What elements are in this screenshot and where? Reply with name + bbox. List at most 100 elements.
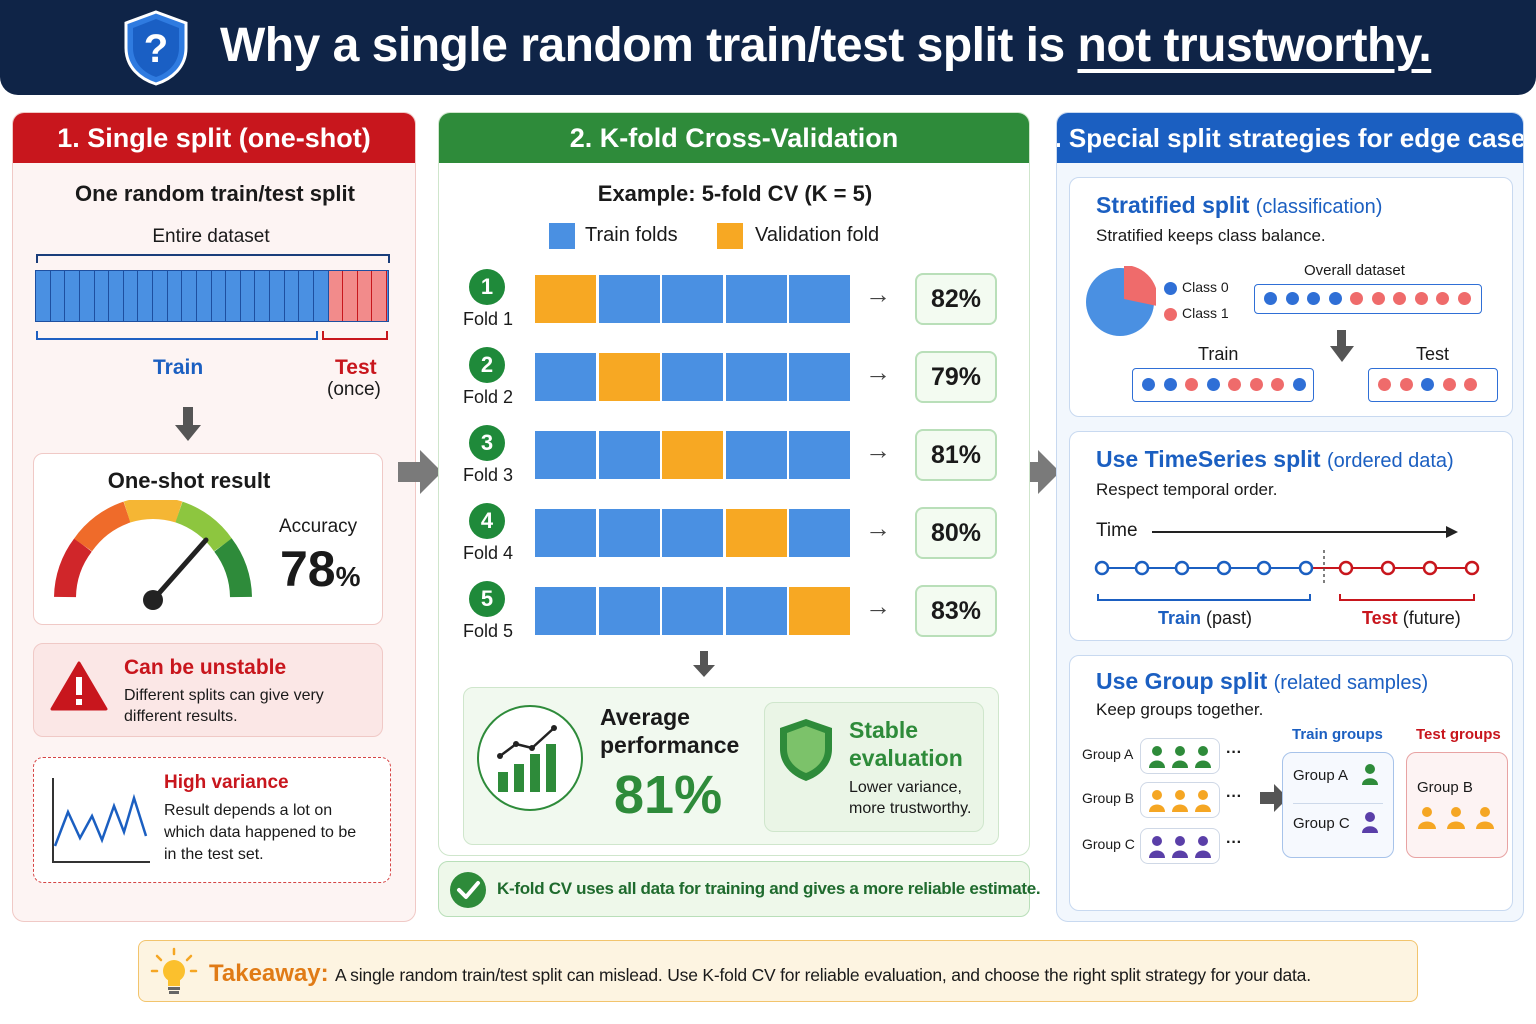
shield-icon — [780, 719, 832, 781]
fold-score: 80% — [915, 507, 997, 559]
person-icon — [1362, 812, 1378, 833]
ellipsis: ··· — [1226, 834, 1242, 851]
group-label: Group A — [1082, 746, 1134, 762]
ts-train-label: Train (past) — [1158, 608, 1253, 628]
train-segment — [65, 271, 80, 321]
people-icon — [1418, 807, 1494, 829]
legend-train-swatch — [549, 223, 575, 249]
panel2-title: 2. K-fold Cross-Validation — [439, 113, 1029, 163]
train-segment — [79, 271, 95, 321]
variance-chart-icon — [52, 778, 150, 863]
fold-label: Fold 1 — [463, 309, 514, 329]
train-segment — [255, 271, 270, 321]
ts-test-label: Test (future) — [1362, 608, 1461, 628]
panel1-title: 1. Single split (one-shot) — [13, 113, 415, 163]
panel2-subtitle: Example: 5-fold CV (K = 5) — [597, 181, 873, 206]
title-emphasis: not trustworthy. — [1077, 19, 1432, 72]
strat-test-box — [1368, 368, 1498, 402]
strat-train-box — [1132, 368, 1314, 402]
panel-single-split: 1. Single split (one-shot) One random tr… — [12, 112, 416, 922]
people-icon — [1149, 790, 1211, 812]
test-time-point — [1464, 560, 1480, 576]
test-segment — [372, 271, 387, 321]
legend-train-label: Train folds — [585, 224, 678, 246]
train-fold-cell — [725, 353, 787, 401]
class1-dot — [1436, 292, 1449, 305]
variance-text-3: in the test set. — [164, 846, 264, 863]
dataset-label: Entire dataset — [152, 226, 270, 247]
arrow-right-icon: → — [865, 513, 891, 543]
fold-label: Fold 5 — [463, 621, 514, 641]
test-once-label: (once) — [327, 379, 381, 400]
arrow-right-icon — [398, 450, 442, 494]
dataset-brace — [36, 254, 390, 263]
train-segment — [270, 271, 285, 321]
stratified-title: Stratified split (classification) — [1096, 192, 1383, 218]
train-fold-cell — [535, 431, 596, 479]
arrow-right-icon — [1014, 450, 1060, 494]
train-segment — [284, 271, 300, 321]
validation-fold-cell — [535, 275, 596, 323]
takeaway-label: Takeaway: — [209, 960, 329, 987]
train-segment — [313, 271, 329, 321]
svg-text:?: ? — [144, 27, 168, 71]
strat-test-label: Test — [1416, 344, 1450, 364]
test-time-point — [1338, 560, 1354, 576]
stable-title-1: Stable — [849, 717, 919, 743]
train-time-point — [1174, 560, 1190, 576]
class0-dot — [1292, 378, 1306, 391]
class1-dot — [1457, 292, 1471, 305]
average-card: Average performance 81% Stable evaluatio… — [463, 687, 999, 845]
train-group-a-label: Group A — [1293, 767, 1349, 784]
average-label-2: performance — [600, 732, 740, 758]
arrow-right-icon: → — [865, 591, 891, 621]
variance-card: High variance Result depends a lot on wh… — [33, 757, 391, 883]
class0-label: Class 0 — [1182, 279, 1229, 295]
class1-dot — [1414, 292, 1428, 305]
train-fold-cell — [789, 431, 850, 479]
panel-special-splits: 3. Special split strategies for edge cas… — [1056, 112, 1524, 922]
class0-dot — [1328, 292, 1342, 305]
test-time-point — [1422, 560, 1438, 576]
train-segment — [211, 271, 227, 321]
train-fold-cell — [598, 431, 660, 479]
train-segment — [299, 271, 314, 321]
class1-dot — [1442, 378, 1456, 391]
header-bar — [0, 0, 1536, 95]
fold-score: 83% — [915, 585, 997, 637]
train-fold-cell — [535, 509, 596, 557]
split-braces — [36, 331, 388, 340]
train-fold-cell — [725, 587, 787, 635]
group-text: Keep groups together. — [1096, 700, 1264, 719]
result-card: One-shot result Accuracy 78% — [33, 453, 383, 625]
fold-label: Fold 3 — [463, 465, 514, 485]
timeseries-card: Use TimeSeries split (ordered data) Resp… — [1069, 431, 1513, 641]
group-card: Use Group split (related samples) Keep g… — [1069, 655, 1513, 911]
group-members-box — [1140, 782, 1220, 818]
kfold-note-text: K-fold CV uses all data for training and… — [497, 879, 1041, 898]
gauge-icon — [54, 500, 252, 610]
takeaway-text: A single random train/test split can mis… — [335, 965, 1311, 985]
train-fold-cell — [598, 587, 660, 635]
warning-icon — [50, 661, 108, 711]
arrow-right-icon — [1260, 784, 1288, 812]
arrow-right-icon: → — [865, 435, 891, 465]
fold-score: 82% — [915, 273, 997, 325]
class0-dot — [1285, 292, 1299, 305]
timeseries-title: Use TimeSeries split (ordered data) — [1096, 446, 1454, 472]
class1-dot — [1228, 378, 1241, 391]
class1-dot — [1378, 378, 1391, 391]
class0-dot — [1264, 292, 1277, 305]
variance-title: High variance — [164, 772, 289, 793]
class1-dot — [1371, 292, 1385, 305]
class0-dot — [1421, 378, 1434, 391]
train-time-point — [1256, 560, 1272, 576]
result-title: One-shot result — [107, 468, 271, 493]
train-segment — [182, 271, 197, 321]
legend-val-swatch — [717, 223, 743, 249]
group-members-box — [1140, 828, 1220, 864]
train-fold-cell — [789, 353, 850, 401]
train-segment — [226, 271, 241, 321]
fold-number: 3 — [469, 425, 505, 461]
train-fold-cell — [662, 587, 723, 635]
